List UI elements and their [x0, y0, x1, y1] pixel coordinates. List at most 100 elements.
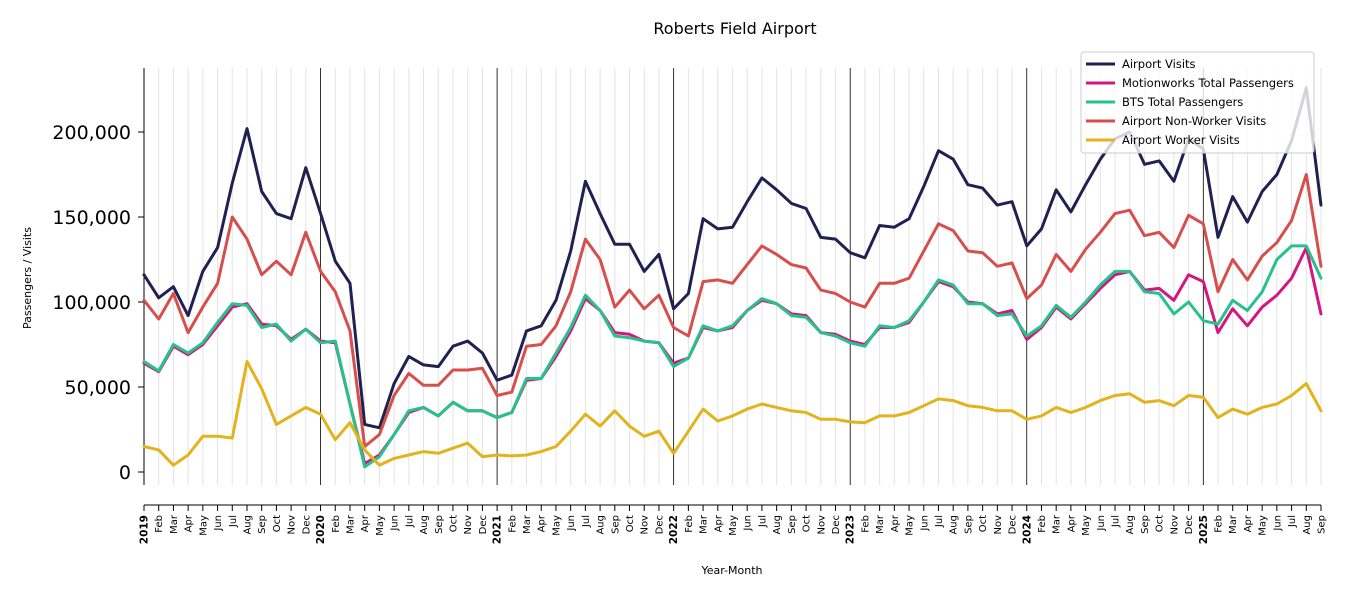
x-tick-label: Mar: [1052, 514, 1063, 534]
legend-label: BTS Total Passengers: [1122, 95, 1243, 109]
x-tick-label: Sep: [1317, 515, 1328, 534]
x-tick-label: Jun: [1272, 515, 1283, 532]
x-tick-label: Mar: [699, 514, 710, 534]
series-line-bts-total-passengers: [142, 244, 1323, 469]
x-tick-label: Aug: [1125, 515, 1136, 535]
x-tick-label: Aug: [242, 515, 253, 535]
x-tick-label: Jun: [919, 515, 930, 532]
x-tick-label: May: [728, 515, 739, 536]
x-tick-label: Dec: [831, 515, 842, 534]
x-tick-label: Oct: [625, 515, 636, 532]
x-tick-label: Nov: [816, 515, 827, 535]
x-tick-label: Mar: [345, 514, 356, 534]
x-tick-label: Aug: [772, 515, 783, 535]
x-tick-label: Jul: [1287, 515, 1298, 528]
x-tick-label: Sep: [787, 515, 798, 534]
x-tick-label: Jun: [1096, 515, 1107, 532]
x-tick-label: May: [551, 515, 562, 536]
x-tick-label: Feb: [860, 515, 871, 533]
x-tick-label: Aug: [419, 515, 430, 535]
legend-box: [1080, 51, 1315, 154]
legend-label: Motionworks Total Passengers: [1122, 76, 1294, 90]
x-tick-label: Jul: [581, 515, 592, 528]
x-axis-ticks: 2019 Feb Mar Apr May Jun Jul Aug Sep Oct Nov Dec 202…: [139, 505, 1328, 544]
x-tick-label: 2024: [1021, 515, 1033, 544]
x-tick-label: Feb: [507, 515, 518, 533]
x-tick-label: Oct: [272, 515, 283, 532]
x-tick-label: Oct: [448, 515, 459, 532]
x-tick-label: Nov: [463, 515, 474, 535]
x-tick-label: May: [905, 515, 916, 536]
x-tick-label: May: [198, 515, 209, 536]
x-tick-label: Feb: [1214, 515, 1225, 533]
x-tick-label: Apr: [890, 514, 901, 532]
x-tick-label: Jul: [1111, 515, 1122, 528]
x-tick-label: Jul: [757, 515, 768, 528]
x-tick-label: May: [375, 515, 386, 536]
x-axis-label: Year-Month: [700, 564, 762, 577]
legend-label: Airport Worker Visits: [1122, 133, 1240, 147]
x-tick-label: Feb: [331, 515, 342, 533]
x-tick-label: Mar: [1228, 514, 1239, 534]
y-axis-ticks: 0 50,000 100,000 150,000 200,000: [52, 122, 144, 484]
x-tick-label: Oct: [978, 515, 989, 532]
x-tick-label: Dec: [478, 515, 489, 534]
x-tick-label: Nov: [993, 515, 1004, 535]
x-tick-label: Apr: [1066, 514, 1077, 532]
x-tick-label: 2020: [315, 515, 327, 544]
series-line-airport-non-worker-visits: [142, 173, 1323, 448]
y-tick-label: 0: [119, 462, 131, 484]
x-tick-label: May: [1258, 515, 1269, 536]
x-tick-label: Mar: [522, 514, 533, 534]
x-tick-label: Sep: [434, 515, 445, 534]
x-tick-label: Apr: [537, 514, 548, 532]
y-tick-label: 150,000: [52, 207, 131, 229]
x-tick-label: Jul: [228, 515, 239, 528]
series-line-airport-worker-visits: [142, 360, 1323, 467]
x-tick-label: Dec: [1008, 515, 1019, 534]
x-tick-label: Jul: [934, 515, 945, 528]
x-tick-label: Dec: [654, 515, 665, 534]
x-tick-label: Nov: [287, 515, 298, 535]
x-tick-label: Sep: [610, 515, 621, 534]
y-tick-label: 200,000: [52, 122, 131, 144]
legend-label: Airport Non-Worker Visits: [1122, 114, 1266, 128]
chart-title: Roberts Field Airport: [653, 19, 816, 38]
x-tick-label: 2025: [1198, 515, 1210, 544]
x-tick-label: Apr: [1243, 514, 1254, 532]
x-tick-label: May: [1081, 515, 1092, 536]
x-tick-label: Aug: [596, 515, 607, 535]
x-tick-label: Sep: [1140, 515, 1151, 534]
legend: Airport Visits Motionworks Total Passenge…: [1080, 51, 1315, 154]
x-tick-label: Feb: [684, 515, 695, 533]
x-tick-label: Sep: [963, 515, 974, 534]
x-tick-label: Dec: [301, 515, 312, 534]
x-tick-label: Dec: [1184, 515, 1195, 534]
x-tick-label: Nov: [640, 515, 651, 535]
x-tick-label: 2023: [845, 515, 857, 544]
y-tick-label: 50,000: [65, 377, 131, 399]
x-tick-label: Jul: [404, 515, 415, 528]
x-tick-label: Jun: [743, 515, 754, 532]
x-tick-label: Jun: [390, 515, 401, 532]
x-tick-label: Jun: [566, 515, 577, 532]
x-tick-label: 2022: [668, 515, 680, 544]
x-tick-label: Mar: [875, 514, 886, 534]
x-tick-label: Feb: [1037, 515, 1048, 533]
x-tick-label: 2021: [492, 515, 504, 544]
legend-label: Airport Visits: [1122, 57, 1196, 71]
x-tick-label: Oct: [1155, 515, 1166, 532]
x-tick-label: Aug: [1302, 515, 1313, 535]
x-tick-label: Apr: [184, 514, 195, 532]
x-tick-label: Oct: [802, 515, 813, 532]
x-tick-label: Jun: [213, 515, 224, 532]
x-tick-label: Sep: [257, 515, 268, 534]
y-axis-label: Passengers / Visits: [21, 227, 34, 329]
y-tick-label: 100,000: [52, 292, 131, 314]
x-tick-label: Apr: [360, 514, 371, 532]
x-tick-label: 2019: [139, 515, 151, 544]
x-tick-label: Feb: [154, 515, 165, 533]
x-tick-label: Aug: [949, 515, 960, 535]
